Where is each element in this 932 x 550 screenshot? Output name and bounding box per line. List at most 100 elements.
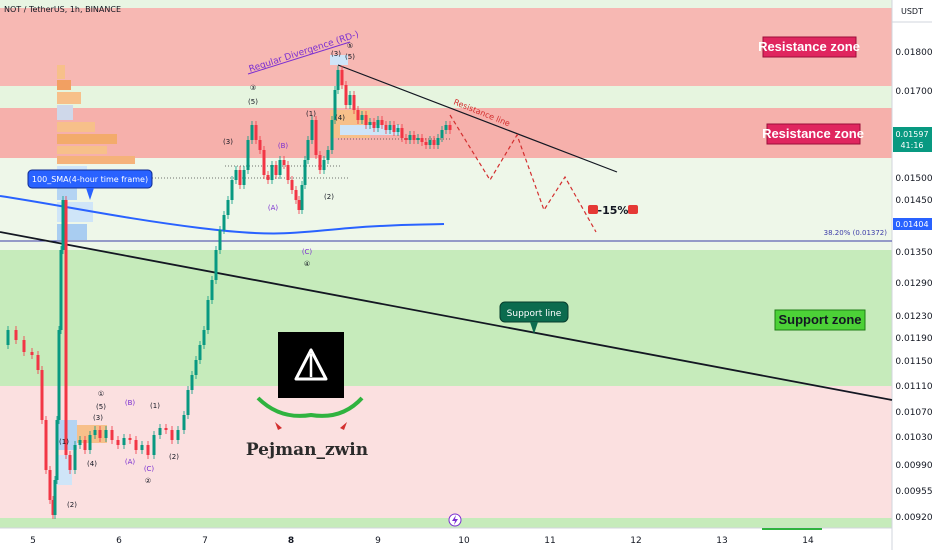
candle xyxy=(384,125,388,130)
candle xyxy=(230,180,234,200)
band-light-green-1 xyxy=(0,86,892,108)
candle xyxy=(59,250,63,330)
resistance-zone-label-1-text: Resistance zone xyxy=(758,39,860,54)
sma-label: 100_SMA(4-hour time frame) xyxy=(27,169,153,200)
y-tick-label: 0.01230 xyxy=(895,312,932,322)
candle xyxy=(420,138,424,142)
candle xyxy=(336,70,340,90)
divergence-line xyxy=(247,41,351,75)
resistance-zone-label-2: Resistance zone xyxy=(762,123,864,145)
candle xyxy=(294,190,298,200)
candle xyxy=(322,160,326,170)
wave-label: (B) xyxy=(125,399,136,407)
wave-label: (3) xyxy=(331,50,341,58)
resistance-line xyxy=(337,64,618,173)
wave-label: ④ xyxy=(304,260,310,268)
candle xyxy=(64,200,68,455)
candle xyxy=(396,128,400,132)
candle xyxy=(297,200,301,210)
candle xyxy=(122,438,126,445)
lightning-icon[interactable] xyxy=(448,513,462,527)
wave-label: (C) xyxy=(302,248,313,256)
candle xyxy=(176,430,180,440)
wave-label: (5) xyxy=(345,53,355,61)
candle xyxy=(440,130,444,138)
y-tick-label: 0.01190 xyxy=(895,334,932,344)
wave-label: ⑤ xyxy=(347,42,353,50)
candle xyxy=(110,430,114,440)
candle xyxy=(388,125,392,130)
candle xyxy=(300,185,304,210)
candle xyxy=(206,300,210,330)
projected-path xyxy=(449,114,597,233)
candle xyxy=(55,420,59,480)
candle xyxy=(258,140,262,150)
candle xyxy=(22,340,26,352)
fib-label: 38.20% (0.01372) xyxy=(824,229,888,237)
sma-price-value: 0.01404 xyxy=(895,220,928,229)
currency-label[interactable]: USDT xyxy=(901,7,923,16)
bottom-green-band xyxy=(0,518,892,528)
x-axis-background xyxy=(0,528,892,550)
target-label-text: -15% xyxy=(598,204,629,217)
candle xyxy=(6,330,10,345)
candle xyxy=(146,445,150,455)
candle xyxy=(376,120,380,128)
sma-price-badge: 0.01404 xyxy=(893,218,932,230)
resistance-zone-top xyxy=(0,8,892,86)
wave-label: (3) xyxy=(223,138,233,146)
y-tick-label: 0.00955 xyxy=(895,487,932,497)
current-price-countdown: 41:16 xyxy=(900,141,923,150)
candle xyxy=(436,138,440,145)
wave-label: (2) xyxy=(324,193,334,201)
candle xyxy=(88,435,92,450)
y-tick-label: 0.01150 xyxy=(895,357,932,367)
smile-icon xyxy=(256,396,364,418)
candle xyxy=(30,352,34,355)
watermark-text: Pejman_zwin xyxy=(246,440,368,460)
candle xyxy=(278,160,282,175)
candle xyxy=(333,90,337,120)
candle xyxy=(186,390,190,415)
candle xyxy=(392,125,396,132)
x-tick-label: 14 xyxy=(802,536,814,546)
candle xyxy=(134,440,138,450)
candle xyxy=(14,330,18,340)
candle xyxy=(210,280,214,300)
candle xyxy=(158,428,162,435)
candle xyxy=(424,142,428,145)
candle xyxy=(412,135,416,140)
candle xyxy=(104,430,108,438)
x-tick-label: 12 xyxy=(630,536,641,546)
candle xyxy=(428,140,432,145)
wave-label: (4) xyxy=(87,460,97,468)
x-tick-label: 10 xyxy=(458,536,470,546)
candle xyxy=(270,165,274,180)
candle xyxy=(40,370,44,420)
candle xyxy=(73,445,77,470)
candle xyxy=(226,200,230,215)
candle xyxy=(68,455,72,470)
candle xyxy=(290,180,294,190)
candle xyxy=(98,430,102,438)
wave-label: (C) xyxy=(144,465,155,473)
candle xyxy=(202,330,206,345)
candle xyxy=(214,250,218,280)
candle xyxy=(57,330,61,420)
y-tick-label: 0.01110 xyxy=(895,382,932,392)
y-tick-label: 0.01500 xyxy=(895,174,932,184)
y-tick-label: 0.00990 xyxy=(895,461,932,471)
wave-label: (A) xyxy=(268,204,279,212)
candle xyxy=(364,115,368,125)
candle xyxy=(356,110,360,120)
candle xyxy=(286,165,290,180)
candle xyxy=(61,200,65,250)
wave-label: (4) xyxy=(335,114,345,122)
support-zone-label-text: Support zone xyxy=(778,312,861,327)
candle xyxy=(266,175,270,180)
y-tick-label: 0.01800 xyxy=(895,48,932,58)
candle xyxy=(326,150,330,160)
y-axis-background xyxy=(892,0,932,550)
candle xyxy=(380,120,384,125)
